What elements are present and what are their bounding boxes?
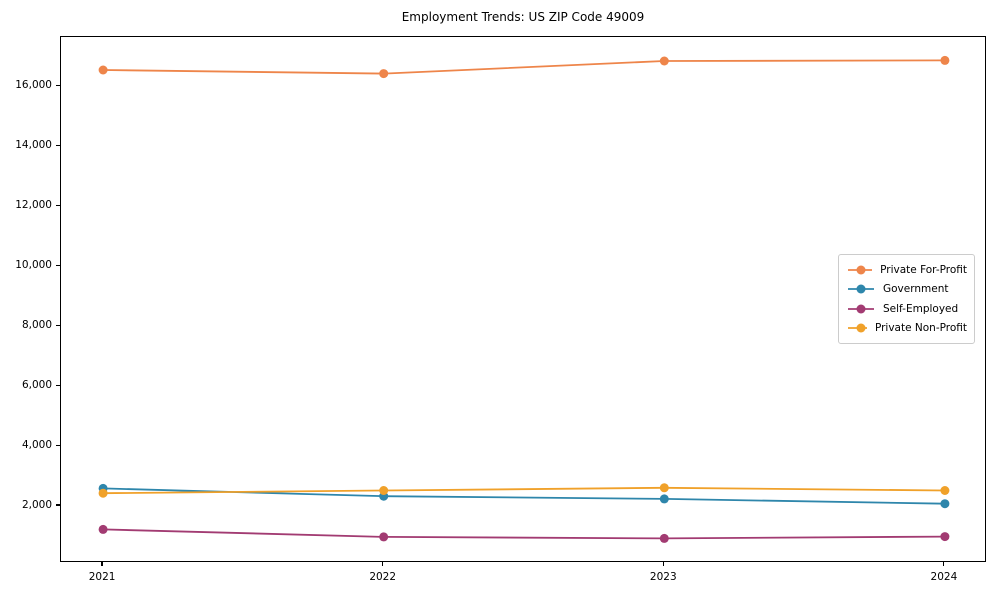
- x-tick-label: 2023: [649, 571, 677, 583]
- y-tick-mark: [56, 144, 60, 146]
- data-point-marker: [659, 483, 669, 493]
- y-tick-label: 14,000: [15, 139, 52, 152]
- data-point-marker: [659, 533, 669, 543]
- x-tick-label: 2024: [930, 571, 958, 583]
- legend-marker-icon: [848, 304, 874, 314]
- series-line-private-non-profit: [103, 486, 945, 495]
- y-tick-label: 10,000: [15, 259, 52, 272]
- legend-item-self-employed: Self-Employed: [847, 299, 967, 319]
- legend-label: Self-Employed: [883, 302, 959, 315]
- y-tick-mark: [56, 264, 60, 266]
- legend-item-private-non-profit: Private Non-Profit: [847, 319, 967, 339]
- data-point-marker: [940, 486, 950, 495]
- y-tick-label: 8,000: [21, 319, 52, 332]
- data-point-marker: [98, 524, 108, 534]
- y-tick-mark: [56, 504, 60, 506]
- data-point-marker: [379, 532, 389, 542]
- data-point-marker: [659, 56, 669, 66]
- x-tick-mark: [943, 562, 945, 566]
- legend: Private For-Profit Government Self-Employe…: [838, 254, 975, 344]
- data-point-marker: [98, 65, 108, 75]
- chart-title: Employment Trends: US ZIP Code 49009: [401, 10, 645, 24]
- y-tick-label: 6,000: [21, 379, 52, 392]
- x-tick-mark: [101, 562, 103, 566]
- legend-item-government: Government: [847, 280, 967, 300]
- data-point-marker: [379, 69, 389, 79]
- data-point-marker: [940, 55, 950, 65]
- series-line-private-for-profit: [103, 59, 945, 75]
- data-point-marker: [940, 532, 950, 542]
- y-tick-mark: [56, 324, 60, 326]
- y-tick-mark: [56, 444, 60, 446]
- legend-label: Private For-Profit: [880, 263, 967, 276]
- y-tick-mark: [56, 84, 60, 87]
- series-line-government: [103, 487, 945, 505]
- x-tick-label: 2021: [88, 571, 116, 583]
- y-tick-mark: [56, 204, 60, 206]
- plot-area: [60, 36, 986, 562]
- y-tick-label: 12,000: [15, 199, 52, 212]
- legend-marker-icon: [848, 323, 867, 333]
- data-point-marker: [379, 486, 389, 495]
- y-tick-label: 2,000: [21, 499, 52, 512]
- legend-item-private-for-profit: Private For-Profit: [847, 260, 967, 280]
- data-point-marker: [659, 494, 669, 504]
- legend-marker-icon: [848, 284, 874, 294]
- data-point-marker: [940, 499, 950, 509]
- line-plot-canvas: [98, 55, 950, 543]
- x-tick-mark: [662, 562, 664, 566]
- legend-marker-icon: [848, 265, 873, 275]
- y-tick-label: 16,000: [15, 79, 52, 92]
- series-line-self-employed: [103, 528, 945, 540]
- legend-label: Government: [883, 283, 949, 296]
- x-tick-mark: [382, 562, 384, 566]
- data-point-marker: [98, 488, 108, 498]
- legend-label: Private Non-Profit: [874, 322, 967, 335]
- y-tick-label: 4,000: [21, 439, 52, 452]
- y-tick-mark: [56, 384, 60, 386]
- x-tick-label: 2022: [369, 571, 397, 583]
